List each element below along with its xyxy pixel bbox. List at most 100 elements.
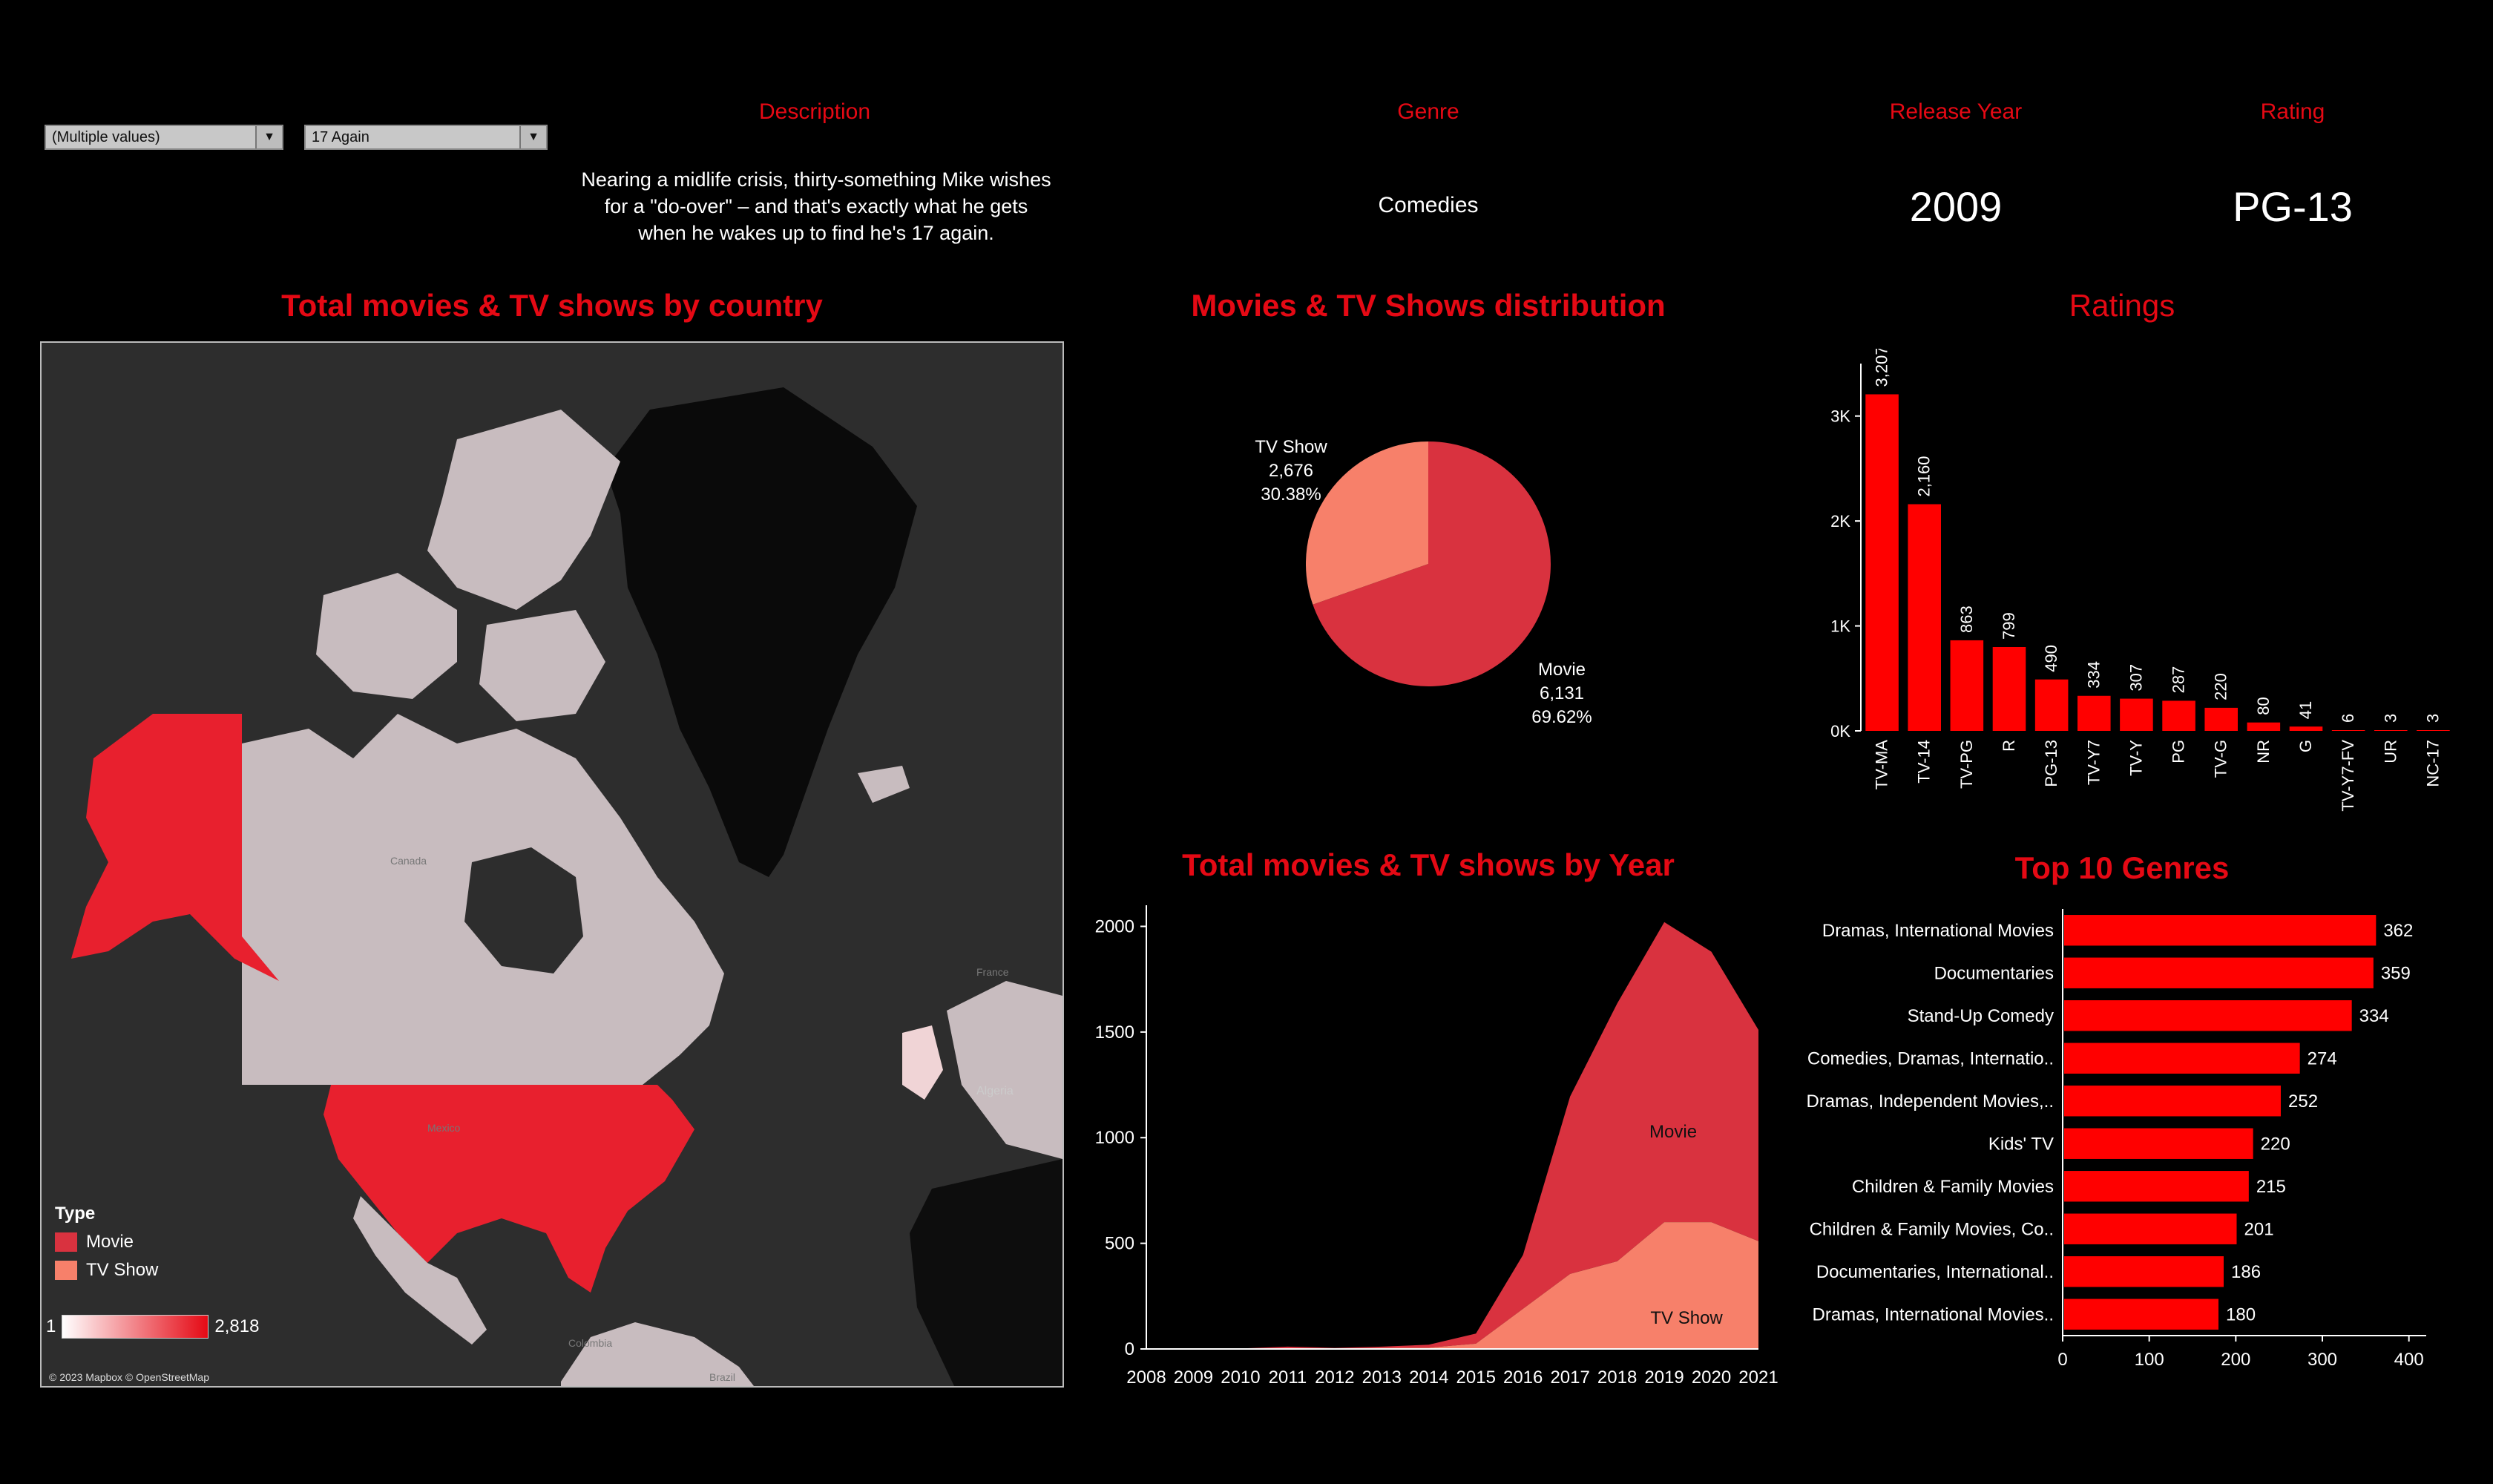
bar-value-label: 220 — [2212, 673, 2230, 700]
genre-bar[interactable] — [2064, 1256, 2224, 1287]
map-label-canada: Canada — [390, 855, 427, 867]
description-line: for a "do-over" – and that's exactly wha… — [604, 195, 1028, 217]
y-tick-label: 1500 — [1095, 1022, 1134, 1043]
scale-max: 2,818 — [214, 1316, 260, 1336]
bar-nc-17[interactable] — [2417, 730, 2450, 731]
bar-tv-pg[interactable] — [1950, 640, 1984, 731]
pie-chart[interactable]: Movie 6,131 69.62% TV Show 2,676 30.38% — [1131, 349, 1725, 764]
country-map[interactable]: Canada Mexico Colombia Brazil France Alg… — [40, 341, 1064, 1388]
pie-slice-tv-show[interactable] — [1306, 441, 1428, 605]
genre-label: Children & Family Movies, Co.. — [1810, 1219, 2054, 1239]
x-tick-label: NR — [2254, 740, 2273, 764]
chevron-down-icon[interactable]: ▼ — [519, 126, 546, 148]
mexico-shape — [353, 1196, 487, 1345]
map-canvas[interactable] — [42, 343, 1062, 1386]
bar-pg-13[interactable] — [2034, 679, 2069, 731]
bar-tv-g[interactable] — [2204, 707, 2238, 731]
legend-label: TV Show — [86, 1260, 159, 1280]
genre-value: Comedies — [1378, 193, 1479, 217]
x-tick-label: 2012 — [1315, 1368, 1354, 1388]
genre-bar[interactable] — [2064, 1298, 2218, 1330]
x-tick-label: PG — [2170, 740, 2188, 764]
bar-value-label: 6 — [2339, 714, 2357, 723]
x-tick-label: 2015 — [1456, 1368, 1496, 1388]
bar-tv-y7[interactable] — [2078, 695, 2111, 731]
arctic-islands-shape — [427, 410, 620, 610]
genre-value-label: 180 — [2226, 1304, 2256, 1324]
bar-value-label: 334 — [2084, 661, 2103, 689]
genre-value-label: 252 — [2288, 1091, 2318, 1112]
pie-label: 2,676 — [1269, 461, 1313, 481]
bar-tv-y[interactable] — [2120, 698, 2153, 731]
bar-value-label: 80 — [2254, 697, 2273, 715]
pie-label: 69.62% — [1531, 707, 1592, 727]
genre-bar[interactable] — [2064, 1000, 2352, 1031]
year-area-chart[interactable]: Movie TV Show 0 500 1000 1500 2000 2008 2009 2010… — [1068, 890, 1781, 1402]
area-series-movie[interactable] — [1146, 922, 1758, 1349]
pie-label: TV Show — [1255, 437, 1327, 457]
bar-tv-ma[interactable] — [1865, 394, 1899, 731]
legend-title: Type — [55, 1204, 96, 1224]
bar-ur[interactable] — [2374, 730, 2408, 731]
alaska-shape — [71, 714, 279, 981]
title-filter-dropdown[interactable]: 17 Again ▼ — [304, 125, 548, 150]
genre-bar[interactable] — [2064, 915, 2377, 946]
y-tick-label: 0K — [1830, 722, 1850, 741]
x-tick-label: 0 — [2057, 1350, 2067, 1370]
map-label-mexico: Mexico — [427, 1122, 461, 1134]
legend-item-movie[interactable]: Movie — [55, 1232, 158, 1252]
genre-bar[interactable] — [2064, 1086, 2281, 1117]
genre-bar[interactable] — [2064, 957, 2374, 988]
map-label-france: France — [976, 966, 1009, 978]
bar-r[interactable] — [1992, 646, 2026, 731]
map-attribution: © 2023 Mapbox © OpenStreetMap — [49, 1371, 209, 1383]
genre-label: Dramas, International Movies.. — [1813, 1304, 2054, 1324]
area-series-label: Movie — [1649, 1122, 1697, 1142]
pie-title: Movies & TV Shows distribution — [1191, 288, 1666, 323]
genre-value-label: 359 — [2381, 963, 2411, 983]
x-tick-label: NC-17 — [2423, 740, 2442, 787]
chevron-down-icon[interactable]: ▼ — [255, 126, 282, 148]
uk-shape — [902, 1025, 943, 1100]
x-tick-label: 2014 — [1409, 1368, 1448, 1388]
genre-value-label: 362 — [2383, 921, 2413, 941]
color-scale: 1 2,818 — [46, 1315, 259, 1339]
genre-bar[interactable] — [2064, 1213, 2237, 1244]
bar-value-label: 799 — [2000, 612, 2018, 640]
rating-label: Rating — [2260, 99, 2325, 124]
genre-bar[interactable] — [2064, 1043, 2300, 1074]
genre-value-label: 215 — [2256, 1177, 2286, 1197]
legend-item-tvshow[interactable]: TV Show — [55, 1260, 158, 1281]
x-tick-label: 2011 — [1269, 1368, 1307, 1388]
greenland-shape — [605, 387, 917, 877]
bar-tv-y7-fv[interactable] — [2331, 730, 2365, 731]
map-label-algeria: Algeria — [976, 1085, 1014, 1097]
x-tick-label: UR — [2381, 740, 2400, 764]
map-title: Total movies & TV shows by country — [281, 288, 823, 323]
x-tick-label: 2021 — [1738, 1368, 1778, 1388]
x-tick-label: 2008 — [1126, 1368, 1166, 1388]
x-tick-label: 200 — [2221, 1350, 2250, 1370]
genre-value-label: 201 — [2244, 1219, 2274, 1239]
map-label-brazil: Brazil — [709, 1371, 736, 1383]
area-series-tvshow[interactable] — [1146, 1222, 1758, 1349]
bar-value-label: 490 — [2042, 645, 2060, 672]
y-tick-label: 3K — [1830, 407, 1850, 426]
country-filter-dropdown[interactable]: (Multiple values) ▼ — [45, 125, 283, 150]
genre-bar[interactable] — [2064, 1128, 2253, 1159]
bar-g[interactable] — [2289, 726, 2323, 731]
legend-swatch-tvshow — [55, 1261, 77, 1280]
bar-pg[interactable] — [2162, 700, 2195, 731]
bar-nr[interactable] — [2247, 722, 2281, 731]
bar-tv-14[interactable] — [1908, 504, 1941, 731]
pie-slice-movie[interactable] — [1313, 441, 1551, 686]
x-tick-label: 400 — [2394, 1350, 2424, 1370]
genre-value-label: 274 — [2308, 1048, 2337, 1068]
x-tick-label: TV-Y7-FV — [2339, 740, 2357, 812]
genre-bar[interactable] — [2064, 1171, 2249, 1202]
iceland-shape — [858, 766, 910, 803]
genres-bar-chart[interactable]: Dramas, International Movies 362 Documenta… — [1781, 898, 2478, 1388]
ratings-bar-chart[interactable]: 0K 1K 2K 3K 3,207 TV-MA 2,160 TV-14 863 TV-PG 799 R… — [1796, 349, 2463, 838]
y-tick-label: 2K — [1830, 512, 1850, 531]
y-tick-label: 500 — [1105, 1234, 1134, 1254]
